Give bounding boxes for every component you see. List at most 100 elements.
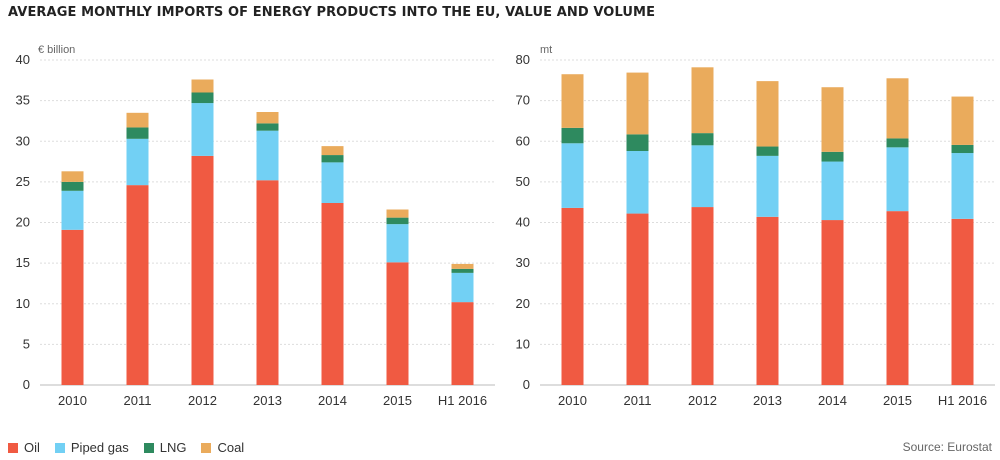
chart-title: AVERAGE MONTHLY IMPORTS OF ENERGY PRODUC…	[8, 5, 656, 20]
bar-coal-2015	[386, 209, 409, 218]
legend-item-coal: Coal	[201, 440, 244, 455]
bar-lng-2013	[256, 123, 279, 131]
x-tick-label: 2015	[383, 393, 412, 408]
y-tick-label: 20	[16, 215, 30, 230]
source-note: Source: Eurostat	[902, 440, 992, 454]
y-tick-label: 15	[16, 255, 30, 270]
legend-label-oil: Oil	[24, 440, 40, 455]
bar-lng-2010	[61, 181, 84, 191]
bar-piped-gas-2015	[386, 224, 409, 263]
legend-swatch-oil	[8, 442, 18, 453]
bar-coal-2015	[886, 78, 909, 139]
x-tick-label: 2011	[124, 393, 152, 408]
chart-value: € billion 0 5 10 15 20 25 30 35 40 2010 2011 2012 201…	[16, 44, 495, 408]
y-tick-label: 0	[523, 377, 530, 392]
legend-item-oil: Oil	[8, 440, 40, 455]
bar-piped-gas-2010	[561, 143, 584, 208]
y-tick-label: 30	[16, 133, 30, 148]
x-tick-label: 2013	[753, 393, 782, 408]
x-tick-label: 2015	[883, 393, 912, 408]
y-tick-label: 10	[16, 296, 30, 311]
legend-label-coal: Coal	[217, 440, 245, 455]
y-tick-label: 40	[516, 215, 530, 230]
bar-piped-gas-2011	[626, 151, 649, 214]
y-axis-label: mt	[540, 44, 552, 56]
y-tick-label: 70	[516, 93, 530, 108]
bar-lng-2013	[756, 146, 779, 156]
bar-piped-gas-2014	[321, 162, 344, 203]
bar-oil-2012	[691, 207, 714, 385]
bar-lng-h1-2016	[451, 268, 474, 273]
y-tick-label: 50	[516, 174, 530, 189]
bar-oil-2010	[561, 207, 584, 385]
bar-lng-2011	[626, 134, 649, 151]
bar-piped-gas-h1-2016	[451, 272, 474, 303]
bar-lng-2012	[691, 133, 714, 146]
x-tick-label: 2013	[253, 393, 282, 408]
y-axis-label: € billion	[38, 44, 75, 56]
y-tick-label: 35	[16, 93, 30, 108]
bar-piped-gas-2014	[821, 161, 844, 221]
legend-item-piped-gas: Piped gas	[54, 440, 129, 455]
bar-piped-gas-2012	[691, 145, 714, 208]
x-tick-label: 2014	[318, 393, 347, 408]
legend-item-lng: LNG	[143, 440, 187, 455]
bar-piped-gas-2015	[886, 147, 909, 212]
bar-oil-h1-2016	[451, 302, 474, 385]
bar-lng-2011	[126, 127, 149, 139]
bar-coal-2014	[821, 87, 844, 152]
y-tick-label: 0	[23, 377, 30, 392]
legend-label-lng: LNG	[159, 440, 187, 455]
y-tick-label: 80	[516, 52, 530, 67]
chart-volume: mt 0 10 20 30 40 50 60 70 80 2010 2011 2012 2013 2014 2…	[516, 44, 995, 408]
bar-piped-gas-2012	[191, 103, 214, 156]
bar-piped-gas-2013	[756, 155, 779, 217]
x-tick-label: 2012	[688, 393, 717, 408]
bar-oil-2014	[821, 220, 844, 385]
bar-coal-2013	[756, 81, 779, 147]
bar-oil-2011	[626, 213, 649, 385]
x-tick-label: H1 2016	[938, 393, 987, 408]
bar-lng-2010	[561, 127, 584, 144]
bar-piped-gas-2013	[256, 130, 279, 181]
bar-piped-gas-h1-2016	[951, 153, 974, 219]
bar-oil-2013	[756, 216, 779, 385]
bar-oil-2014	[321, 203, 344, 385]
bar-oil-2012	[191, 155, 214, 385]
bar-coal-2014	[321, 146, 344, 156]
x-tick-label: 2011	[624, 393, 652, 408]
legend-swatch-coal	[201, 442, 212, 453]
x-tick-label: H1 2016	[438, 393, 487, 408]
y-tick-label: 10	[516, 336, 530, 351]
bar-coal-2013	[256, 112, 279, 124]
y-tick-label: 60	[516, 133, 530, 148]
x-tick-label: 2010	[58, 393, 87, 408]
bar-piped-gas-2010	[61, 190, 84, 230]
bar-coal-2011	[626, 72, 649, 135]
y-tick-label: 40	[16, 52, 30, 67]
bar-coal-2012	[191, 79, 214, 93]
bar-coal-h1-2016	[451, 263, 474, 269]
y-tick-label: 30	[516, 255, 530, 270]
bar-coal-h1-2016	[951, 96, 974, 145]
bar-oil-2011	[126, 185, 149, 385]
y-tick-label: 25	[16, 174, 30, 189]
bar-coal-2011	[126, 112, 149, 128]
bar-coal-2012	[691, 67, 714, 134]
x-tick-label: 2014	[818, 393, 847, 408]
legend: Oil Piped gas LNG Coal	[8, 440, 244, 455]
bar-lng-2014	[321, 155, 344, 163]
y-tick-label: 20	[516, 296, 530, 311]
legend-label-piped-gas: Piped gas	[70, 440, 129, 455]
bar-oil-2015	[886, 211, 909, 385]
bar-oil-2013	[256, 180, 279, 385]
x-tick-label: 2012	[188, 393, 217, 408]
bar-lng-2012	[191, 92, 214, 104]
legend-swatch-piped-gas	[54, 442, 65, 453]
bar-piped-gas-2011	[126, 138, 149, 186]
bar-lng-2015	[386, 217, 409, 225]
bar-lng-h1-2016	[951, 144, 974, 154]
bar-oil-2010	[61, 229, 84, 385]
bar-oil-h1-2016	[951, 218, 974, 385]
bar-oil-2015	[386, 262, 409, 385]
